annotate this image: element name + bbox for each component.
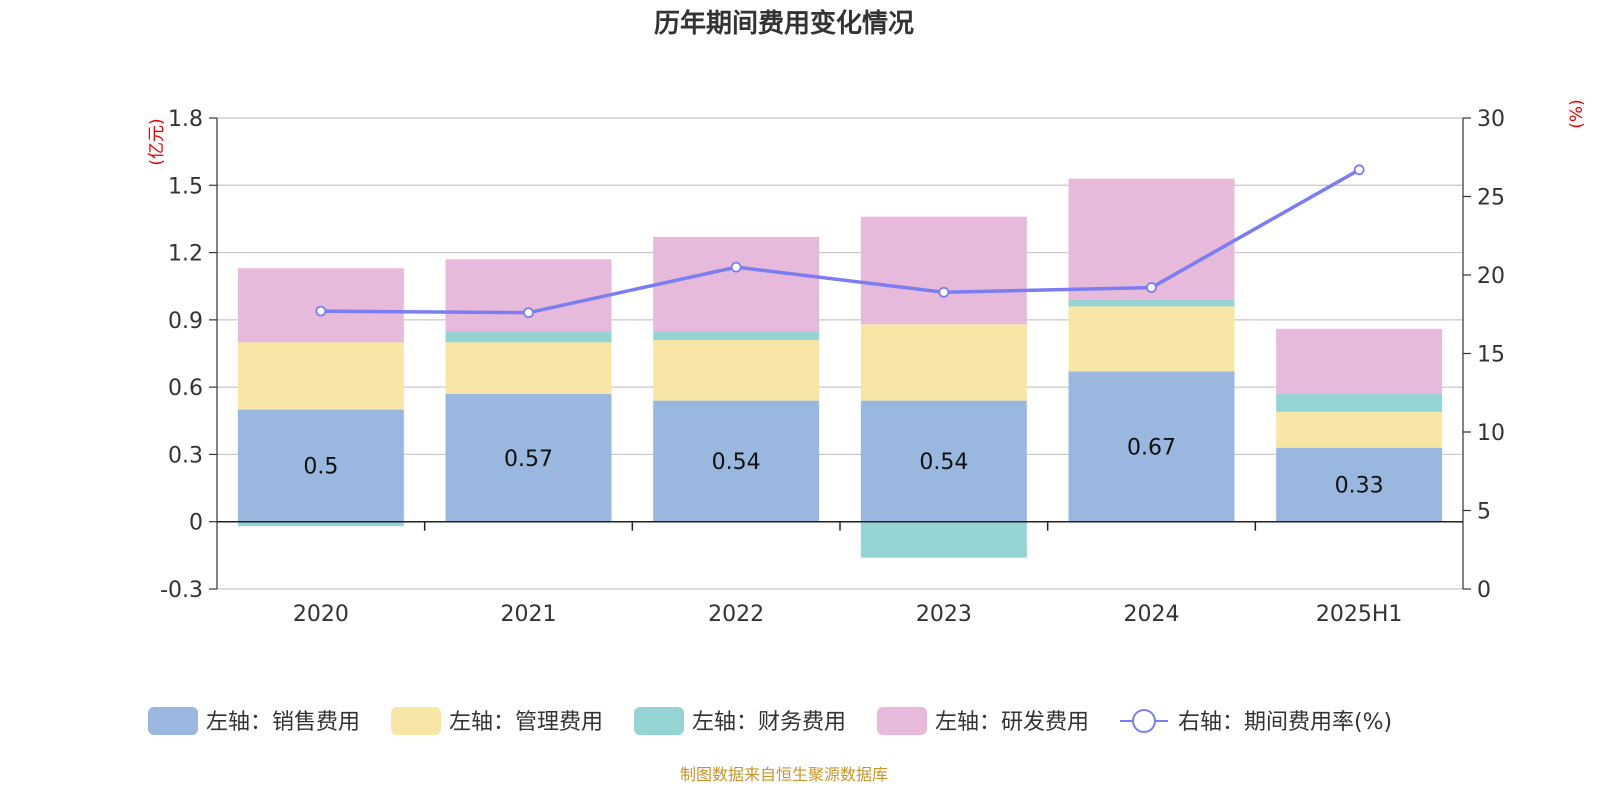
left-axis-tick-label: -0.3	[160, 578, 203, 603]
left-axis-tick-label: 0.3	[168, 443, 203, 468]
bar-segment-2-2	[653, 331, 820, 341]
legend-swatch	[391, 707, 441, 735]
bar-segment-3-0	[237, 268, 404, 343]
bar-segment-3-1	[445, 259, 612, 332]
legend-swatch	[148, 707, 198, 735]
bar-segment-0-4	[1068, 371, 1235, 522]
rate-point	[315, 305, 327, 317]
data-label: 0.5	[303, 455, 338, 480]
bar-segment-1-1	[445, 342, 612, 394]
rate-line	[320, 168, 1361, 315]
bar-segment-3-4	[1068, 178, 1235, 300]
right-axis-tick-label: 0	[1477, 578, 1491, 603]
data-label: 0.67	[1127, 436, 1176, 461]
left-axis-tick-label: 1.5	[168, 174, 203, 199]
left-axis-tick-label: 0.9	[168, 309, 203, 334]
bar-segment-0-2	[653, 400, 820, 522]
bar-segment-2-4	[1068, 299, 1235, 307]
left-axis-tick-label: 0.6	[168, 376, 203, 401]
right-axis-tick-label: 20	[1477, 264, 1505, 289]
data-labels: 0.5 0.57 0.54 0.54 0.67 0.33	[303, 436, 1383, 499]
legend: 左轴：销售费用 左轴：管理费用 左轴：财务费用 左轴：研发费用 右轴：期间费用率(%)	[148, 707, 1392, 735]
rate-point	[1146, 282, 1157, 293]
legend-label: 左轴：财务费用	[692, 710, 846, 735]
source-note: 制图数据来自恒生聚源数据库	[680, 765, 888, 784]
legend-swatch	[634, 707, 684, 735]
chart-title: 历年期间费用变化情况	[654, 8, 914, 39]
category-tick-label: 2020	[293, 602, 349, 627]
bar-segment-1-0	[237, 342, 404, 410]
axes: 1.8 1.5 1.2 0.9 0.6 0.3 0 -0.3 30 25 20 15 10 5 0 2020 2…	[160, 107, 1505, 627]
rate-point	[523, 307, 534, 319]
category-tick-label: 2024	[1124, 602, 1180, 627]
bar-segment-1-4	[1068, 306, 1235, 372]
rate-point	[730, 261, 742, 273]
legend-label: 左轴：研发费用	[935, 710, 1089, 735]
bar-segment-3-3	[860, 216, 1027, 325]
left-axis-tick-label: 1.2	[168, 242, 203, 267]
bar-segment-3-5	[1276, 328, 1443, 394]
rate-point	[938, 286, 950, 298]
legend-label: 左轴：管理费用	[449, 710, 603, 735]
data-label: 0.54	[712, 450, 761, 475]
left-axis-unit: (亿元)	[147, 118, 167, 165]
data-label: 0.57	[504, 447, 553, 472]
bar-segment-2-1	[445, 331, 612, 343]
bar-segment-1-2	[653, 340, 820, 401]
right-axis-tick-label: 25	[1477, 186, 1505, 211]
legend-line-marker	[1132, 709, 1156, 733]
bar-segment-0-1	[445, 393, 612, 522]
legend-label: 左轴：销售费用	[206, 710, 360, 735]
category-tick-label: 2022	[708, 602, 764, 627]
bar-segment-2-3	[860, 521, 1027, 558]
grid-lines	[217, 117, 1463, 590]
data-label: 0.54	[919, 450, 968, 475]
rate-point	[1353, 164, 1365, 176]
bar-segment-3-2	[653, 236, 820, 332]
left-axis-tick-label: 0	[189, 511, 203, 536]
left-axis-tick-label: 1.8	[168, 107, 203, 132]
right-axis-unit: (%)	[1567, 99, 1587, 128]
data-label: 0.33	[1335, 474, 1384, 499]
legend-label: 右轴：期间费用率(%)	[1178, 710, 1392, 735]
category-tick-label: 2023	[916, 602, 972, 627]
bar-series	[237, 178, 1443, 558]
category-tick-label: 2021	[501, 602, 557, 627]
legend-swatch	[877, 707, 927, 735]
rate-line-series	[315, 164, 1365, 319]
bar-segment-0-0	[237, 409, 404, 522]
right-axis-tick-label: 10	[1477, 421, 1505, 446]
right-axis-tick-label: 15	[1477, 343, 1505, 368]
right-axis-tick-label: 5	[1477, 500, 1491, 525]
bar-segment-0-3	[860, 400, 1027, 522]
category-tick-label: 2025H1	[1316, 602, 1403, 627]
right-axis-tick-label: 30	[1477, 107, 1505, 132]
bar-segment-2-0	[237, 521, 404, 527]
bar-segment-1-3	[860, 324, 1027, 401]
bar-segment-1-5	[1276, 411, 1443, 448]
bar-segment-0-5	[1276, 447, 1443, 522]
bar-segment-2-5	[1276, 393, 1443, 412]
